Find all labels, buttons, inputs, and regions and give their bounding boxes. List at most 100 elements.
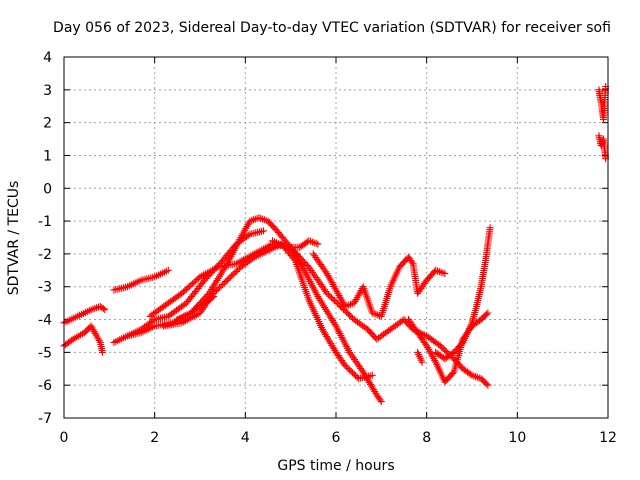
data-point: [441, 270, 449, 278]
data-point: [347, 367, 355, 375]
data-point: [439, 345, 447, 353]
data-point: [332, 298, 340, 306]
series-track-3: [110, 266, 172, 294]
data-point: [249, 254, 257, 262]
series-track-9: [269, 237, 322, 251]
data-point: [101, 306, 109, 314]
data-point: [232, 267, 240, 275]
x-tick-label: 4: [241, 430, 250, 446]
chart-title: Day 056 of 2023, Sidereal Day-to-day VTE…: [53, 20, 611, 36]
data-point: [376, 396, 384, 404]
data-point: [484, 309, 492, 317]
data-point: [229, 270, 237, 278]
data-point: [344, 310, 352, 318]
x-tick-label: 6: [332, 430, 341, 446]
data-point: [408, 258, 416, 266]
data-point: [216, 284, 224, 291]
y-tick-label: 3: [43, 83, 52, 99]
data-point: [328, 294, 335, 302]
x-tick-label: 0: [60, 430, 69, 446]
data-point: [223, 276, 231, 284]
data-point: [329, 295, 337, 303]
x-tick-label: 8: [422, 430, 431, 446]
data-point: [347, 313, 355, 321]
x-tick-label: 12: [599, 430, 617, 446]
data-point: [208, 294, 216, 302]
plot-frame: [63, 56, 609, 419]
data-point: [210, 293, 218, 301]
series-track-2: [60, 322, 106, 356]
y-tick-label: 2: [43, 116, 52, 132]
data-point: [368, 371, 376, 379]
data-point: [324, 291, 332, 299]
data-point: [483, 380, 490, 388]
data-point: [436, 342, 444, 350]
y-axis-label: SDTVAR / TECUs: [6, 181, 22, 296]
series-track-15: [595, 132, 610, 163]
data-point: [346, 366, 354, 374]
y-tick-label: 4: [43, 50, 52, 66]
y-tick-label: 0: [43, 181, 52, 197]
data-point: [323, 289, 331, 297]
data-point: [483, 310, 490, 318]
data-point: [226, 273, 234, 281]
data-point: [219, 281, 227, 288]
series-track-12: [414, 348, 426, 366]
y-tick-label: -7: [38, 411, 52, 427]
y-tick-label: -2: [38, 247, 52, 263]
data-point: [341, 362, 349, 369]
x-axis-label: GPS time / hours: [277, 458, 394, 474]
data-point: [314, 240, 322, 248]
x-tick-label: 2: [150, 430, 159, 446]
series-track-14: [595, 83, 610, 123]
data-point: [231, 269, 239, 277]
data-point: [290, 255, 298, 263]
data-point: [346, 311, 354, 319]
data-point: [214, 285, 222, 293]
data-point: [228, 272, 236, 280]
data-point: [349, 369, 357, 377]
data-point: [222, 278, 230, 286]
data-point: [486, 224, 494, 232]
data-point: [343, 363, 351, 371]
data-point: [442, 348, 450, 356]
y-tick-label: -6: [38, 378, 52, 394]
data-point: [213, 286, 221, 294]
series-track-8: [173, 293, 218, 323]
data-point: [326, 292, 334, 300]
data-point: [377, 398, 385, 406]
series-track-10: [309, 250, 449, 320]
data-point: [225, 275, 233, 283]
y-tick-label: 1: [43, 148, 52, 164]
data-point: [220, 279, 228, 287]
data-point: [149, 317, 157, 325]
data-point: [217, 282, 225, 290]
y-tick-label: -5: [38, 345, 52, 361]
data-point: [343, 308, 351, 316]
data-layer: [60, 83, 610, 406]
data-point: [260, 227, 267, 235]
data-point: [164, 266, 172, 274]
data-point: [234, 266, 242, 274]
data-point: [438, 343, 446, 351]
series-track-13: [432, 224, 494, 363]
data-point: [99, 305, 107, 313]
y-tick-label: -1: [38, 214, 52, 230]
y-tick-label: -3: [38, 280, 52, 296]
data-point: [441, 346, 449, 354]
series-track-11: [405, 309, 492, 386]
x-tick-label: 10: [508, 430, 526, 446]
data-point: [331, 297, 338, 305]
y-tick-label: -4: [38, 313, 52, 329]
data-point: [350, 370, 358, 378]
data-point: [99, 348, 106, 356]
data-point: [418, 358, 426, 366]
data-point: [484, 381, 492, 389]
data-point: [334, 300, 341, 307]
data-point: [344, 364, 352, 372]
data-point: [352, 372, 360, 380]
data-point: [244, 231, 252, 239]
